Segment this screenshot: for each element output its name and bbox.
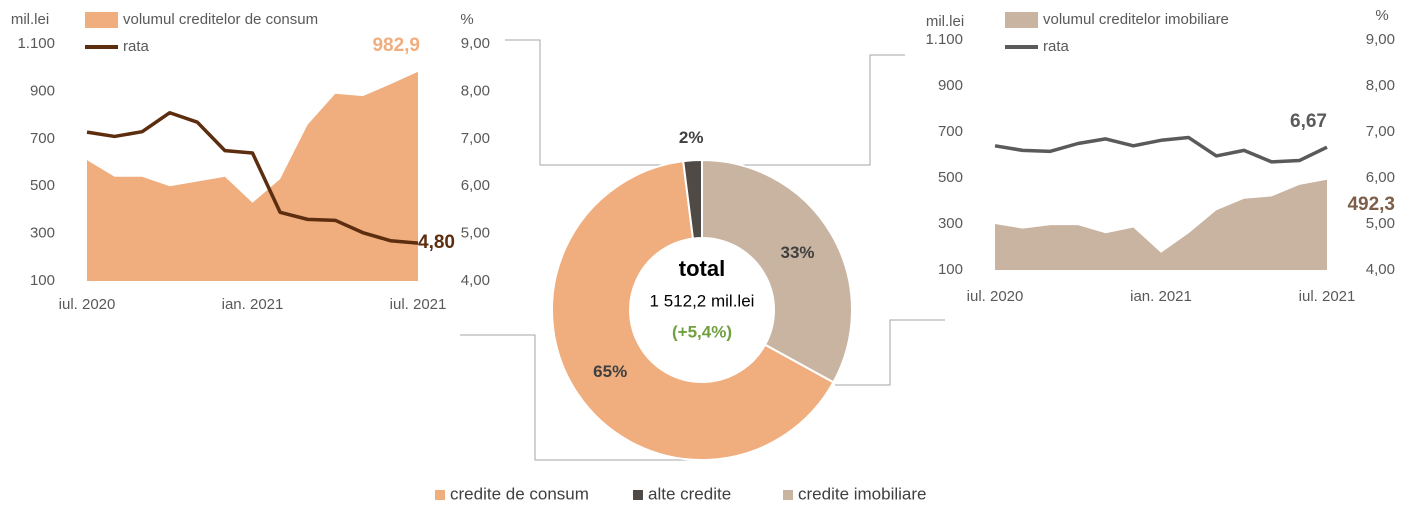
y-tick-label: 1.100 [925,31,963,48]
x-tick-label: ian. 2021 [222,296,284,313]
y-tick-label: 700 [938,123,963,140]
legend-swatch [435,490,445,500]
legend-label: rata [1043,38,1070,55]
y2-tick-label: 7,00 [461,130,490,147]
y-tick-label: 1.100 [17,35,55,52]
y2-tick-label: 5,00 [1366,215,1395,232]
y2-tick-label: 8,00 [1366,77,1395,94]
y-unit: mil.lei [926,13,964,30]
x-tick-label: iul. 2021 [390,296,447,313]
value-label: 6,67 [1290,111,1327,132]
y2-tick-label: 6,00 [461,177,490,194]
x-tick-label: iul. 2021 [1299,288,1356,305]
donut-slice [551,160,835,461]
line [994,135,1328,164]
y2-tick-label: 7,00 [1366,123,1395,140]
y2-tick-label: 4,00 [1366,261,1395,278]
center-value: 1 512,2 mil.lei [650,291,755,310]
connector [835,319,945,386]
connector [460,334,700,461]
y-tick-label: 100 [30,272,55,289]
center-change: (+5,4%) [672,322,732,341]
y2-tick-label: 8,00 [461,82,490,99]
y-tick-label: 900 [938,77,963,94]
legend-label: credite imobiliare [798,484,927,503]
y2-tick-label: 9,00 [461,35,490,52]
legend-swatch [85,12,118,28]
y2-tick-label: 4,00 [461,272,490,289]
y2-unit: % [1375,7,1388,24]
slice-label: 2% [679,128,704,147]
x-tick-label: ian. 2021 [1130,288,1192,305]
legend-swatch [783,490,793,500]
legend-label: alte credite [648,484,731,503]
line [86,110,419,245]
y-unit: mil.lei [11,11,49,28]
y-tick-label: 500 [30,177,55,194]
legend-label: volumul creditelor imobiliare [1043,11,1229,28]
legend-label: rata [123,38,150,55]
y2-unit: % [460,11,473,28]
value-label: 982,9 [372,35,420,56]
x-tick-label: iul. 2020 [59,296,116,313]
connector [505,39,690,166]
slice-label: 65% [593,362,627,381]
legend-label: volumul creditelor de consum [123,11,318,28]
area [87,71,418,281]
y-tick-label: 500 [938,169,963,186]
y-tick-label: 300 [30,225,55,242]
y-tick-label: 100 [938,261,963,278]
area [995,179,1327,270]
value-label: 4,80 [418,232,455,253]
y-tick-label: 700 [30,130,55,147]
x-tick-label: iul. 2020 [967,288,1024,305]
y-tick-label: 300 [938,215,963,232]
slice-label: 33% [781,243,815,262]
y-tick-label: 900 [30,82,55,99]
legend-label: credite de consum [450,484,589,503]
center-title: total [679,256,725,281]
y2-tick-label: 9,00 [1366,31,1395,48]
legend-swatch [1005,12,1038,28]
legend-swatch [633,490,643,500]
donut-slice [701,158,853,384]
y2-tick-label: 5,00 [461,225,490,242]
value-label: 492,3 [1347,194,1395,215]
connector [715,54,905,166]
y2-tick-label: 6,00 [1366,169,1395,186]
